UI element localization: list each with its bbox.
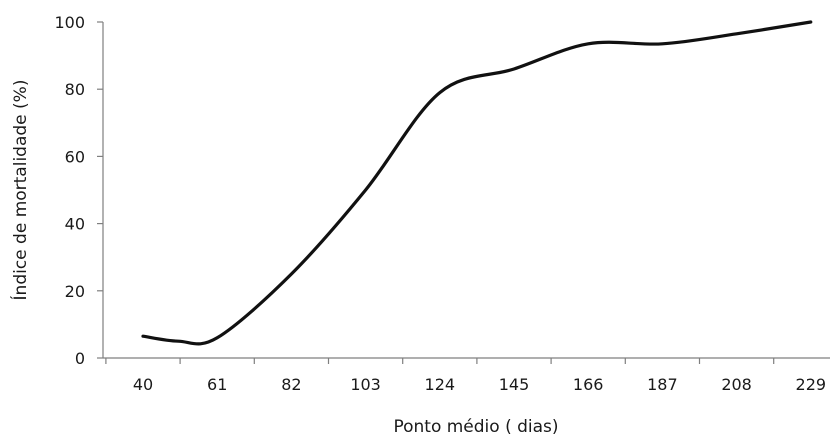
- x-tick-label: 40: [133, 375, 153, 394]
- x-tick-label: 124: [425, 375, 456, 394]
- x-tick-label: 208: [721, 375, 752, 394]
- tick-labels: 0 20 40 60 80 100 40 61 82 103 124 145 166 187 208 229: [54, 13, 826, 394]
- x-tick-label: 103: [350, 375, 381, 394]
- series-line: [141, 20, 813, 346]
- y-tick-label: 60: [65, 147, 85, 166]
- y-tick-label: 80: [65, 80, 85, 99]
- y-tick-label: 100: [54, 13, 85, 32]
- x-tick-label: 187: [647, 375, 678, 394]
- y-tick-label: 0: [75, 349, 85, 368]
- x-tick-label: 82: [281, 375, 301, 394]
- y-tick-label: 40: [65, 215, 85, 234]
- y-axis-label: Índice de mortalidade (%): [9, 80, 31, 301]
- x-tick-label: 229: [796, 375, 827, 394]
- series-layer: [141, 20, 813, 346]
- axes: [97, 21, 830, 364]
- x-tick-label: 166: [573, 375, 604, 394]
- y-tick-label: 20: [65, 282, 85, 301]
- x-tick-label: 145: [499, 375, 530, 394]
- x-axis-label: Ponto médio ( dias): [393, 417, 558, 435]
- x-tick-label: 61: [207, 375, 227, 394]
